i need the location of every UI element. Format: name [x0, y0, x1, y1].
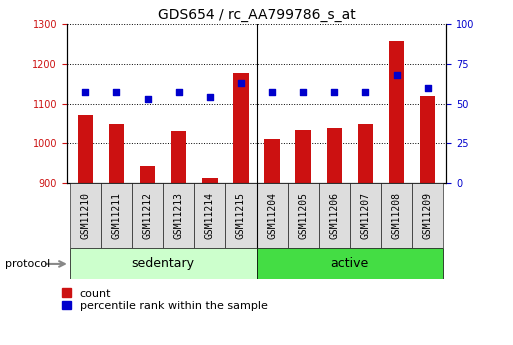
FancyBboxPatch shape	[381, 183, 412, 248]
Point	[237, 80, 245, 86]
Point	[174, 90, 183, 95]
FancyBboxPatch shape	[163, 183, 194, 248]
FancyBboxPatch shape	[225, 183, 256, 248]
Bar	[233, 72, 249, 183]
Bar	[326, 128, 342, 183]
Bar	[202, 178, 218, 183]
Text: GSM11213: GSM11213	[174, 192, 184, 239]
Legend: count, percentile rank within the sample: count, percentile rank within the sample	[62, 288, 268, 311]
Point	[330, 90, 339, 95]
Text: GSM11207: GSM11207	[361, 192, 370, 239]
Text: GSM11208: GSM11208	[391, 192, 402, 239]
Text: GSM11214: GSM11214	[205, 192, 215, 239]
Title: GDS654 / rc_AA799786_s_at: GDS654 / rc_AA799786_s_at	[157, 8, 356, 22]
Text: GSM11211: GSM11211	[111, 192, 122, 239]
FancyBboxPatch shape	[256, 248, 443, 279]
Point	[112, 90, 121, 95]
Point	[144, 96, 152, 101]
Text: active: active	[331, 257, 369, 270]
Bar	[389, 41, 404, 183]
Bar	[264, 139, 280, 183]
Bar	[171, 131, 187, 183]
Text: GSM11205: GSM11205	[298, 192, 308, 239]
Text: GSM11210: GSM11210	[81, 192, 90, 239]
Bar	[77, 115, 93, 183]
FancyBboxPatch shape	[256, 183, 288, 248]
FancyBboxPatch shape	[194, 183, 225, 248]
Text: GSM11206: GSM11206	[329, 192, 339, 239]
Point	[361, 90, 369, 95]
Text: GSM11212: GSM11212	[143, 192, 152, 239]
Text: GSM11209: GSM11209	[423, 192, 432, 239]
Point	[268, 90, 276, 95]
Point	[392, 72, 401, 78]
Text: sedentary: sedentary	[132, 257, 194, 270]
Bar	[140, 166, 155, 183]
FancyBboxPatch shape	[350, 183, 381, 248]
FancyBboxPatch shape	[70, 248, 256, 279]
Point	[299, 90, 307, 95]
Point	[206, 95, 214, 100]
Bar	[109, 124, 124, 183]
Text: protocol: protocol	[5, 259, 50, 269]
Text: GSM11215: GSM11215	[236, 192, 246, 239]
Point	[81, 90, 89, 95]
Bar	[420, 96, 436, 183]
FancyBboxPatch shape	[101, 183, 132, 248]
Point	[424, 85, 432, 90]
FancyBboxPatch shape	[132, 183, 163, 248]
Bar	[358, 124, 373, 183]
FancyBboxPatch shape	[412, 183, 443, 248]
Bar	[295, 130, 311, 183]
FancyBboxPatch shape	[70, 183, 101, 248]
FancyBboxPatch shape	[288, 183, 319, 248]
FancyBboxPatch shape	[319, 183, 350, 248]
Text: GSM11204: GSM11204	[267, 192, 277, 239]
